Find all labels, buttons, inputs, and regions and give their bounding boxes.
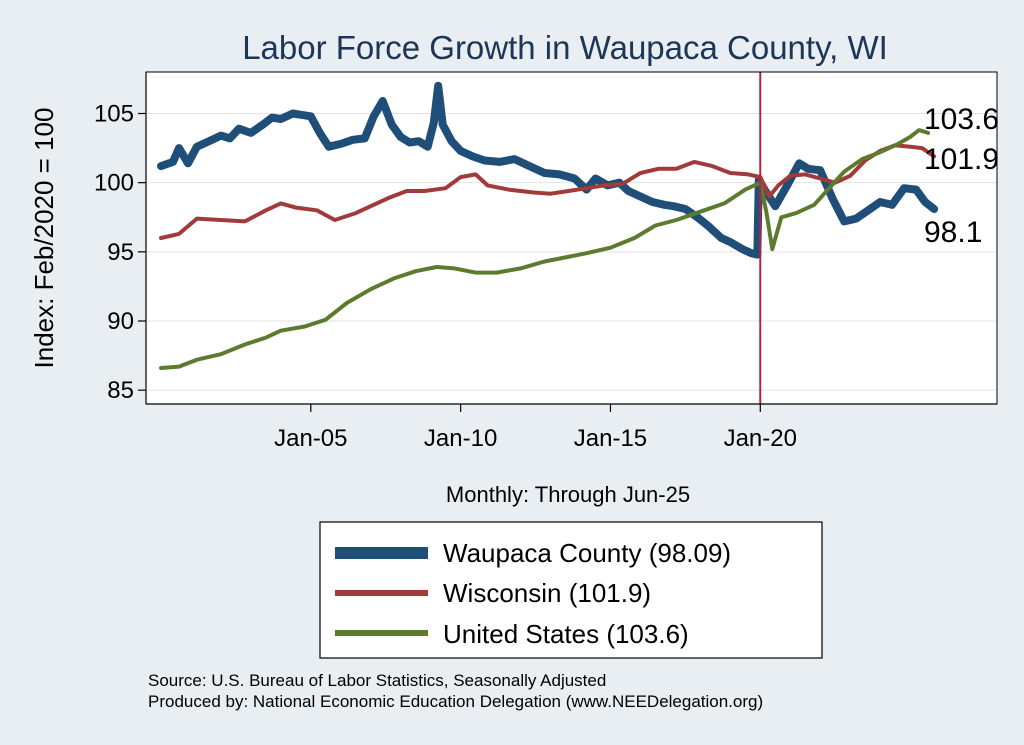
end-label-wisconsin: 101.9 — [924, 143, 999, 176]
legend-label-waupaca: Waupaca County (98.09) — [443, 538, 731, 568]
x-axis: Jan-05 Jan-10 Jan-15 Jan-20 — [146, 403, 997, 452]
series-line-wisconsin — [159, 143, 937, 240]
end-label-united-states: 103.6 — [924, 103, 999, 136]
chart-title: Labor Force Growth in Waupaca County, WI — [242, 29, 888, 66]
x-tick-label-Jan-20: Jan-20 — [724, 425, 797, 452]
y-tick-label-105: 105 — [94, 101, 134, 128]
x-tick-label-Jan-15: Jan-15 — [574, 425, 647, 452]
y-tick-label-85: 85 — [107, 377, 134, 404]
x-tick-label-Jan-05: Jan-05 — [274, 425, 347, 452]
x-axis-label: Monthly: Through Jun-25 — [446, 482, 690, 507]
y-axis-label: Index: Feb/2020 = 100 — [29, 108, 59, 369]
producer-line: Produced by: National Economic Education… — [148, 692, 763, 711]
y-tick-label-95: 95 — [107, 239, 134, 266]
x-tick-label-Jan-10: Jan-10 — [424, 425, 497, 452]
gridlines — [146, 113, 997, 391]
legend-label-united-states: United States (103.6) — [443, 619, 689, 649]
y-tick-label-90: 90 — [107, 308, 134, 335]
source-line: Source: U.S. Bureau of Labor Statistics,… — [148, 671, 606, 690]
legend: Waupaca County (98.09) Wisconsin (101.9)… — [319, 521, 823, 659]
plot-area — [146, 72, 997, 404]
series-layer — [157, 81, 939, 370]
end-label-waupaca: 98.1 — [924, 216, 982, 249]
y-tick-label-100: 100 — [94, 170, 134, 197]
y-axis: 85 90 95 100 105 — [94, 72, 147, 404]
series-line-united-states — [159, 128, 931, 370]
series-line-waupaca-county — [157, 81, 939, 259]
legend-label-wisconsin: Wisconsin (101.9) — [443, 578, 651, 608]
